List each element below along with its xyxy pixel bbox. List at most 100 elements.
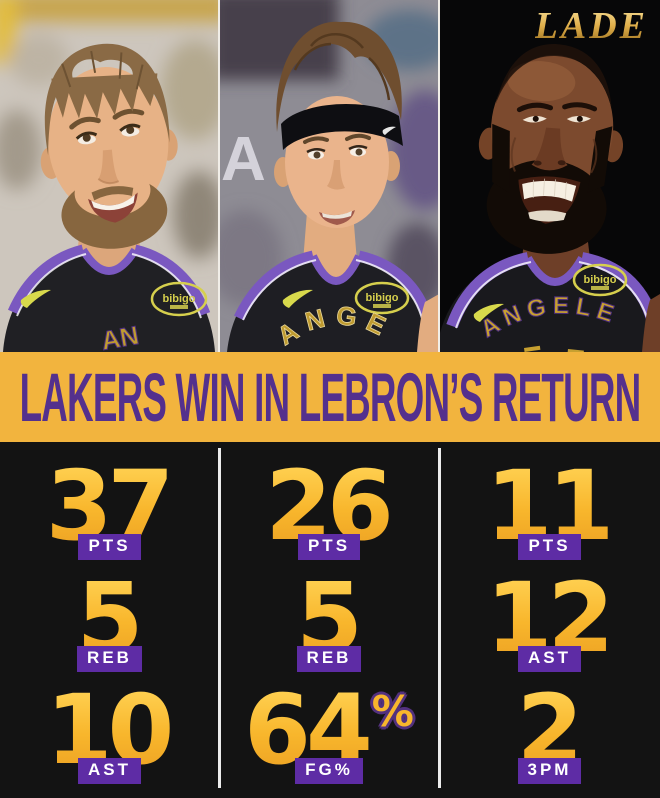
pupil <box>532 115 539 122</box>
player-photo-right-illustration: bibigo ANGELE <box>440 0 660 352</box>
stat-label-badge: PTS <box>518 533 581 560</box>
stat-suffix: % <box>371 687 414 737</box>
eyelid <box>306 148 326 154</box>
jersey-second-row-letter <box>567 349 584 352</box>
bibigo-subtext <box>170 305 188 309</box>
hair-strands <box>293 33 391 101</box>
teeth-lines <box>532 178 567 200</box>
stat-label-badge: REB <box>77 645 142 672</box>
jersey-second-row-letter <box>524 345 541 352</box>
eyebrow <box>112 108 145 120</box>
eyebrow <box>303 136 329 144</box>
bibigo-text: bibigo <box>163 293 196 305</box>
stat-cell: 2 3PM <box>439 680 660 792</box>
teeth <box>522 180 577 202</box>
player-photo-middle: A bibigo ANGE <box>220 0 438 352</box>
jersey-neck-trim <box>524 255 586 286</box>
jersey-neck-trim <box>79 247 139 275</box>
stat-cell: 37 PTS <box>0 456 219 568</box>
headband <box>281 104 403 150</box>
stat-label-badge: PTS <box>78 533 141 560</box>
jersey <box>440 258 660 352</box>
teeth <box>91 194 135 211</box>
arm <box>417 294 438 352</box>
eyelid <box>119 123 141 132</box>
pupil <box>126 125 135 134</box>
lower-teeth <box>528 210 567 222</box>
arm <box>642 294 660 352</box>
hair-strands <box>61 50 144 90</box>
trim-accent <box>242 259 317 321</box>
head <box>478 44 624 254</box>
trim-accent <box>355 259 424 323</box>
bibigo-patch: bibigo <box>354 281 410 315</box>
stats-grid: 37 PTS 5 REB 10 AST 26 PTS 5 REB 64% <box>0 442 660 798</box>
jersey-neck-trim <box>309 254 363 285</box>
stat-column-middle: 26 PTS 5 REB 64% FG% <box>219 442 439 798</box>
stat-cell: 10 AST <box>0 680 219 792</box>
bibigo-patch: bibigo <box>572 263 628 297</box>
hair <box>276 21 402 132</box>
teeth <box>322 211 352 219</box>
head <box>274 21 403 228</box>
bibigo-text: bibigo <box>584 274 617 286</box>
stat-label-badge: FG% <box>295 757 363 784</box>
hairline <box>495 44 612 109</box>
nike-swoosh-icon <box>20 289 51 308</box>
sideburn <box>587 126 613 193</box>
jersey-armhole-trim-left <box>234 250 315 321</box>
arena-blur-blobs <box>0 0 218 259</box>
stat-column-right: 11 PTS 12 AST 2 3PM <box>439 442 660 798</box>
nose <box>531 127 568 171</box>
stat-cell: 12 AST <box>439 568 660 680</box>
pupil <box>355 148 363 156</box>
hair-fringe <box>51 73 158 119</box>
stat-label-badge: PTS <box>297 533 361 560</box>
hair <box>44 43 170 156</box>
stat-label-badge: AST <box>518 645 581 672</box>
nose <box>98 149 119 184</box>
stat-value: 64% <box>244 688 414 772</box>
nostril <box>557 160 566 166</box>
nike-swoosh-icon <box>282 289 313 308</box>
stat-label-badge: 3PM <box>517 757 582 784</box>
column-divider <box>218 448 221 788</box>
headline-text: LAKERS WIN IN LEBRON’S RETURN <box>19 358 642 436</box>
mustache <box>91 186 134 201</box>
headline-banner: LAKERS WIN IN LEBRON’S RETURN <box>0 352 660 442</box>
headband-swoosh-icon <box>382 126 396 135</box>
jersey-armhole-trim-left <box>7 244 85 315</box>
eyebrow <box>69 116 101 130</box>
column-divider <box>438 448 441 788</box>
eyelid <box>348 145 368 151</box>
pupil <box>576 115 583 122</box>
nose-shadow <box>97 178 120 185</box>
nostril <box>533 160 542 166</box>
trim-accent <box>455 261 532 329</box>
jersey <box>227 256 435 352</box>
arena-signage-letter: A <box>221 125 266 194</box>
trim-accent <box>131 253 202 319</box>
stat-label-badge: REB <box>296 645 362 672</box>
smile-creases <box>510 137 598 174</box>
player-photo-right: LADE bibigo <box>440 0 660 352</box>
watermark: LADE <box>534 5 648 47</box>
bibigo-text: bibigo <box>366 292 399 304</box>
player-photos: bibigo AN <box>0 0 660 352</box>
eyebrow <box>516 102 554 113</box>
bibigo-patch: bibigo <box>150 281 208 317</box>
crown-highlight <box>507 61 576 102</box>
stat-label-badge: AST <box>78 757 141 784</box>
jersey <box>3 250 215 352</box>
bibigo-subtext <box>591 286 609 290</box>
eyebrow <box>562 102 598 112</box>
pupil <box>313 151 321 159</box>
jersey-armhole-trim-left <box>446 252 530 329</box>
jersey-arch-text: AN <box>99 320 141 352</box>
nose <box>327 160 345 190</box>
player-photo-middle-illustration: A bibigo ANGE <box>220 0 438 352</box>
trim-accent <box>16 253 87 317</box>
bibigo-subtext <box>373 304 391 308</box>
head <box>40 43 178 249</box>
